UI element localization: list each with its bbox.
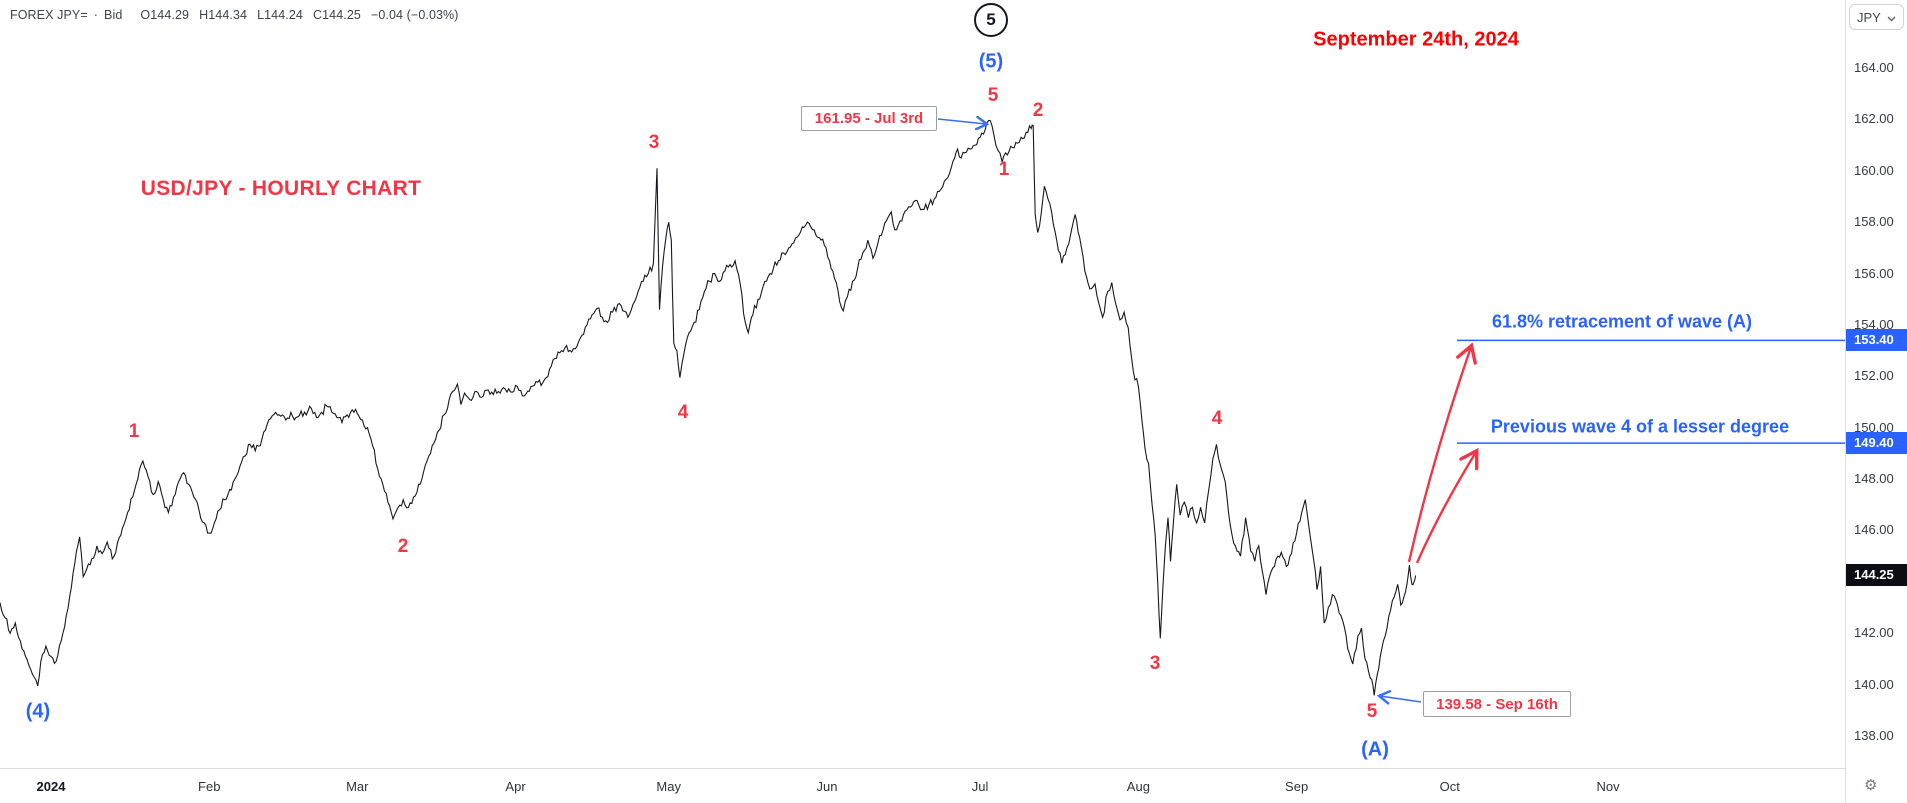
price-tick-label: 148.00: [1854, 471, 1894, 487]
price-tick-label: 152.00: [1854, 368, 1894, 384]
price-axis[interactable]: JPY 164.00 162.00 160.00 158.00 156.00 154.00…: [1845, 0, 1907, 803]
price-tick-label: 158.00: [1854, 214, 1894, 230]
low-value: 144.24: [264, 8, 303, 22]
level-label-retracement: 61.8% retracement of wave (A): [1491, 311, 1753, 332]
circled-wave-5-label: 5: [974, 3, 1008, 37]
price-badge: 153.40: [1846, 329, 1907, 352]
wave-number-label: 1: [998, 159, 1010, 180]
wave-number-label: 3: [648, 132, 660, 153]
callout-arrow-0: [937, 119, 986, 124]
callout-low: 139.58 - Sep 16th: [1423, 691, 1571, 717]
legend-separator: ·: [93, 8, 99, 22]
currency-selector-button[interactable]: JPY: [1849, 4, 1904, 30]
high-value: 144.34: [208, 8, 248, 22]
low-label: L: [257, 8, 265, 22]
price-tick-label: 146.00: [1854, 522, 1894, 538]
chart-title: USD/JPY - HOURLY CHART: [140, 177, 422, 200]
callout-low-text: 139.58 - Sep 16th: [1436, 695, 1558, 713]
series-type-label: Bid: [104, 8, 123, 22]
wave-number-label: 4: [1211, 408, 1223, 429]
price-badge: 149.40: [1846, 432, 1907, 455]
trend-arrow-0: [1407, 347, 1471, 563]
callout-high-text: 161.95 - Jul 3rd: [814, 110, 924, 127]
price-tick-label: 142.00: [1854, 625, 1894, 641]
time-tick-label: Aug: [1126, 779, 1150, 794]
open-label: O: [140, 8, 151, 22]
level-label-previous-wave4: Previous wave 4 of a lesser degree: [1490, 416, 1790, 437]
wave-4-paren-label: (4): [25, 700, 51, 723]
time-tick-label: Apr: [505, 779, 526, 794]
time-tick-label: May: [656, 779, 681, 794]
time-tick-label: Sep: [1285, 779, 1309, 794]
wave-number-label: 1: [128, 421, 140, 442]
price-tick-label: 138.00: [1854, 728, 1894, 744]
price-tick-label: 160.00: [1854, 162, 1894, 178]
close-value: 144.25: [322, 8, 361, 22]
price-tick-label: 164.00: [1854, 60, 1894, 76]
date-label: September 24th, 2024: [1313, 28, 1519, 51]
wave-number-label: 4: [677, 402, 689, 423]
time-tick-label: Oct: [1439, 779, 1460, 794]
time-tick-label: Jun: [816, 779, 838, 794]
close-label: C: [312, 8, 323, 22]
time-axis[interactable]: 2024 Feb Mar Apr May Jun Jul Aug Sep Oct Nov: [0, 768, 1845, 803]
price-tick-label: 150.00: [1854, 419, 1894, 435]
price-badge: 144.25: [1846, 564, 1907, 587]
time-tick-label: Nov: [1596, 779, 1620, 794]
wave-A-paren-label: (A): [1361, 738, 1389, 761]
wave-5-paren-label: (5): [978, 50, 1004, 73]
time-tick-label: Feb: [198, 779, 221, 794]
ohlc-legend: FOREX JPY= · Bid O144.29 H144.34 L144.24 C144.…: [10, 8, 465, 22]
time-tick-label: Jul: [971, 779, 989, 794]
callout-arrow-1: [1380, 696, 1422, 702]
price-tick-label: 162.00: [1854, 111, 1894, 127]
price-tick-label: 154.00: [1854, 316, 1894, 332]
change-value: −0.04 (−0.03%): [370, 8, 459, 22]
wave-number-label: 3: [1149, 653, 1161, 674]
currency-button-label: JPY: [1857, 9, 1881, 25]
chevron-down-icon: [1887, 10, 1896, 25]
open-value: 144.29: [150, 8, 190, 22]
wave-number-label: 2: [397, 536, 409, 557]
price-line: [0, 119, 1417, 696]
price-tick-label: 140.00: [1854, 676, 1894, 692]
trend-arrow-1: [1415, 452, 1476, 564]
gear-icon[interactable]: [1864, 776, 1877, 794]
wave-number-label: 5: [987, 85, 999, 106]
callout-high: 161.95 - Jul 3rd: [801, 106, 937, 131]
price-tick-label: 156.00: [1854, 265, 1894, 281]
wave-number-label: 2: [1032, 100, 1044, 121]
time-tick-label: Mar: [346, 779, 369, 794]
wave-number-label: 5: [1366, 701, 1378, 722]
high-label: H: [199, 8, 209, 22]
time-tick-label: 2024: [36, 779, 66, 794]
symbol-label: FOREX JPY=: [10, 8, 88, 22]
